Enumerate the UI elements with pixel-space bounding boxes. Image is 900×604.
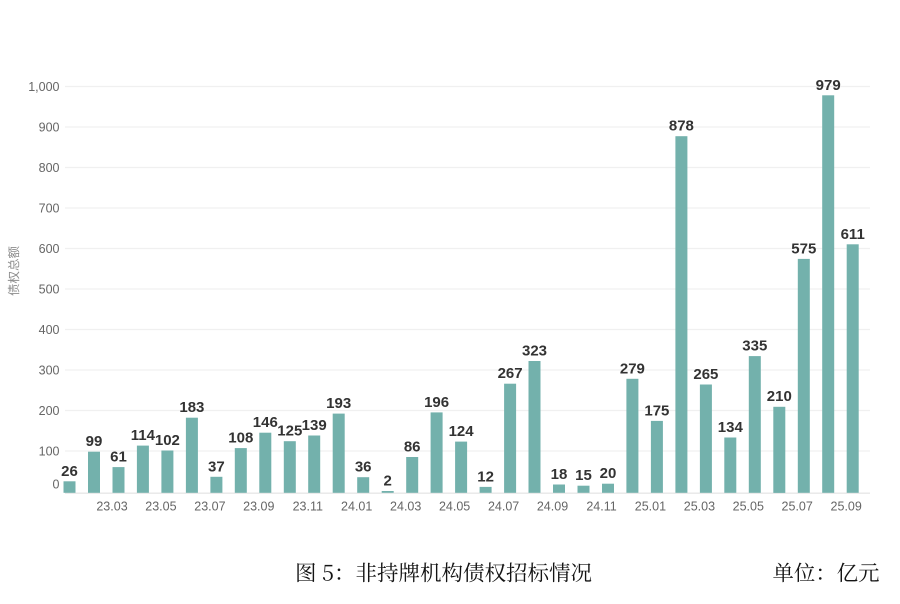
svg-text:0: 0 <box>53 477 60 491</box>
svg-text:25.09: 25.09 <box>831 500 862 514</box>
svg-text:23.03: 23.03 <box>96 500 127 514</box>
svg-text:61: 61 <box>110 449 127 466</box>
svg-text:24.03: 24.03 <box>390 500 421 514</box>
svg-text:24.09: 24.09 <box>537 500 568 514</box>
svg-text:100: 100 <box>39 444 60 458</box>
svg-text:323: 323 <box>522 343 547 360</box>
svg-text:200: 200 <box>39 404 60 418</box>
svg-text:139: 139 <box>302 417 327 434</box>
svg-text:102: 102 <box>155 432 180 449</box>
svg-text:700: 700 <box>39 201 60 215</box>
svg-text:300: 300 <box>39 363 60 377</box>
svg-text:193: 193 <box>326 395 351 412</box>
svg-text:125: 125 <box>277 423 302 440</box>
svg-text:196: 196 <box>424 394 449 411</box>
svg-text:18: 18 <box>551 466 568 483</box>
svg-text:146: 146 <box>253 414 278 431</box>
svg-text:25.03: 25.03 <box>684 500 715 514</box>
svg-text:267: 267 <box>498 365 523 382</box>
svg-text:2: 2 <box>384 473 392 490</box>
svg-text:210: 210 <box>767 388 792 405</box>
svg-text:23.05: 23.05 <box>145 500 176 514</box>
svg-text:23.09: 23.09 <box>243 500 274 514</box>
svg-text:26: 26 <box>61 463 78 480</box>
svg-text:86: 86 <box>404 439 421 456</box>
svg-text:23.11: 23.11 <box>293 500 323 514</box>
svg-text:25.05: 25.05 <box>733 500 764 514</box>
svg-text:878: 878 <box>669 118 694 135</box>
svg-text:335: 335 <box>742 338 767 355</box>
svg-text:25.07: 25.07 <box>782 500 813 514</box>
svg-text:900: 900 <box>39 120 60 134</box>
svg-text:24.05: 24.05 <box>439 500 470 514</box>
svg-text:25.01: 25.01 <box>635 500 666 514</box>
svg-text:611: 611 <box>841 226 865 243</box>
svg-text:600: 600 <box>39 242 60 256</box>
svg-text:979: 979 <box>816 77 841 94</box>
svg-text:265: 265 <box>693 366 718 383</box>
svg-text:36: 36 <box>355 459 372 476</box>
svg-text:15: 15 <box>575 467 592 484</box>
svg-text:20: 20 <box>600 465 617 482</box>
svg-text:24.07: 24.07 <box>488 500 519 514</box>
svg-text:575: 575 <box>791 240 816 257</box>
svg-text:183: 183 <box>179 399 204 416</box>
svg-text:500: 500 <box>39 282 60 296</box>
svg-text:24.01: 24.01 <box>341 500 372 514</box>
svg-text:124: 124 <box>449 423 475 440</box>
svg-text:24.11: 24.11 <box>586 500 616 514</box>
svg-text:279: 279 <box>620 360 645 377</box>
svg-text:12: 12 <box>477 468 494 485</box>
svg-text:99: 99 <box>86 433 103 450</box>
svg-text:800: 800 <box>39 161 60 175</box>
svg-text:134: 134 <box>718 419 744 436</box>
svg-text:23.07: 23.07 <box>194 500 225 514</box>
svg-text:37: 37 <box>208 458 225 475</box>
svg-text:400: 400 <box>39 323 60 337</box>
svg-text:175: 175 <box>644 402 669 419</box>
svg-text:114: 114 <box>131 427 156 444</box>
svg-text:1,000: 1,000 <box>28 80 59 94</box>
svg-text:108: 108 <box>228 430 253 447</box>
